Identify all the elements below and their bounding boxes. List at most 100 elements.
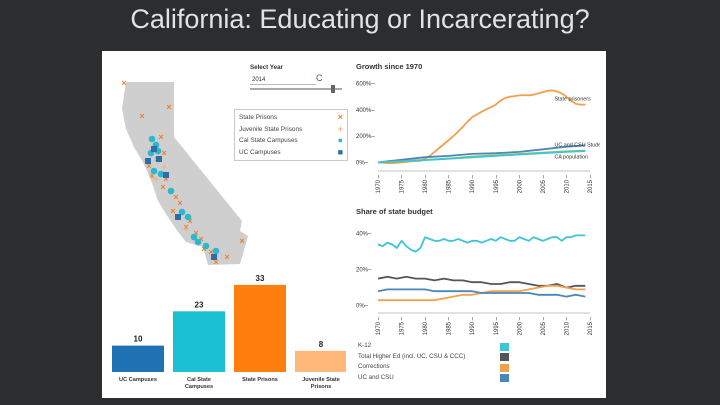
uc-marker[interactable] [175,214,181,220]
cal-state-marker[interactable] [157,170,165,178]
cal-state-marker[interactable] [184,213,192,221]
year-slider[interactable] [250,85,342,93]
prison-marker[interactable]: × [149,171,154,181]
budget-share-line-chart: 0%– 20%– 40%– 1970 – 1975 – 1980 – 1985 – 1990 … [356,232,594,336]
series-annotation: State prisoners [554,97,591,103]
year-selector-label: Select Year [250,64,283,71]
bar-category-label: Juvenile State [302,377,340,383]
series-line[interactable] [377,144,586,164]
legend-label: UC Campuses [239,148,281,156]
uc-marker[interactable] [151,146,157,152]
bar-category-label: UC Campuses [119,377,157,383]
bar-category-label: Campuses [185,384,213,390]
juvenile-prison-marker[interactable]: + [153,174,158,184]
x-tick-label: 1985 – [447,174,453,193]
legend-item-juvenile-prisons: Juvenile State Prisons + [239,124,343,136]
x-tick-label: 1980 – [423,174,429,193]
visualization-panel: ××××××××××××××××××××××+++ Select Year 20… [102,51,606,398]
prison-marker[interactable]: × [158,132,163,142]
uc-marker[interactable] [145,158,151,164]
map-markers: ××××××××××××××××××××××+++ [121,79,244,267]
bar-value-label: 8 [319,340,324,349]
legend-swatch-icon [500,363,509,372]
uc-marker[interactable] [156,156,162,162]
series-line[interactable] [377,234,586,253]
prison-marker[interactable]: × [198,234,203,244]
bar[interactable] [112,345,164,372]
prison-marker[interactable]: × [193,228,198,238]
x-tick-label: 1995 – [494,174,500,193]
year-selector: Select Year 2014 C [250,64,350,99]
legend-item-uc: UC Campuses ■ [239,147,343,159]
bar-value-label: 10 [134,335,143,344]
cal-state-marker[interactable] [148,135,156,143]
x-tick-label: 2015 – [588,174,594,193]
square-marker-icon: ■ [337,146,343,157]
legend-label: Cal State Campuses [239,137,298,144]
prison-marker[interactable]: × [187,216,192,226]
x-tick-label: 1970 – [376,316,382,335]
year-input[interactable]: 2014 [250,76,316,85]
bar[interactable] [234,284,286,372]
prison-marker[interactable]: × [161,148,166,158]
x-tick-label: 2015 – [588,316,594,335]
y-tick-label: 600%– [356,82,375,88]
prison-marker[interactable]: × [201,244,206,254]
year-slider-handle[interactable] [330,85,335,93]
bar[interactable] [295,350,346,372]
prison-marker[interactable]: × [213,257,218,267]
prison-marker[interactable]: × [224,252,229,262]
budget-legend: K-12 Total Higher Ed (incl. UC, CSU & CCC… [358,341,518,383]
prison-marker[interactable]: × [146,161,151,171]
prison-marker[interactable]: × [166,102,171,112]
y-tick-label: 400%– [356,108,375,114]
y-tick-label: 0%– [356,160,369,166]
bar-category-label: State Prisons [242,377,278,383]
prison-marker[interactable]: × [177,198,182,208]
prison-marker[interactable]: × [170,206,175,216]
cal-state-marker[interactable] [212,247,220,255]
prison-marker[interactable]: × [139,111,144,121]
x-tick-label: 1975 – [400,316,406,335]
cal-state-marker[interactable] [178,208,186,216]
x-tick-label: 1995 – [494,316,500,335]
series-line[interactable] [378,284,586,302]
circle-marker-icon: ● [337,135,343,145]
legend-item-cal-state: Cal State Campuses ● [239,135,343,147]
cal-state-marker[interactable] [167,187,175,195]
budget-chart-title: Share of state budget [356,207,433,216]
prison-marker[interactable]: × [121,79,126,88]
budget-legend-label: Total Higher Ed (incl. UC, CSU & CCC) [358,352,466,360]
legend-item-state-prisons: State Prisons × [239,112,343,124]
prison-marker[interactable]: × [173,192,178,202]
x-tick-label: 2005 – [541,316,547,335]
prison-marker[interactable]: × [163,174,168,184]
juvenile-prison-marker[interactable]: + [161,162,166,172]
x-tick-label: 1990 – [470,316,476,335]
y-tick-label: 40%– [356,232,372,238]
cal-state-marker[interactable] [194,238,202,246]
prison-marker[interactable]: × [208,247,213,257]
uc-marker[interactable] [211,254,217,260]
series-annotation: UC and CSU Students [554,143,600,149]
prison-marker[interactable]: × [183,222,188,232]
x-tick-label: 1985 – [447,316,453,335]
y-tick-label: 200%– [356,134,375,140]
x-tick-label: 2010 – [564,174,570,193]
series-line[interactable] [377,150,586,164]
uc-marker[interactable] [163,172,169,178]
x-tick-label: 1975 – [400,174,406,193]
reset-button[interactable]: C [316,73,323,83]
cal-state-marker[interactable] [150,167,158,175]
cal-state-marker[interactable] [190,233,198,241]
y-tick-label: 20%– [356,268,372,274]
growth-line-chart: 0%– 200%– 400%– 600%– 1970 – 1975 – 1980 – 1985… [356,82,600,194]
prison-marker[interactable]: × [239,236,244,246]
juvenile-prison-marker[interactable]: + [183,224,188,234]
cal-state-marker[interactable] [202,242,210,250]
series-line[interactable] [377,288,586,298]
prison-marker[interactable]: × [160,182,165,192]
budget-legend-item: K-12 [358,341,518,352]
bar[interactable] [173,311,225,372]
